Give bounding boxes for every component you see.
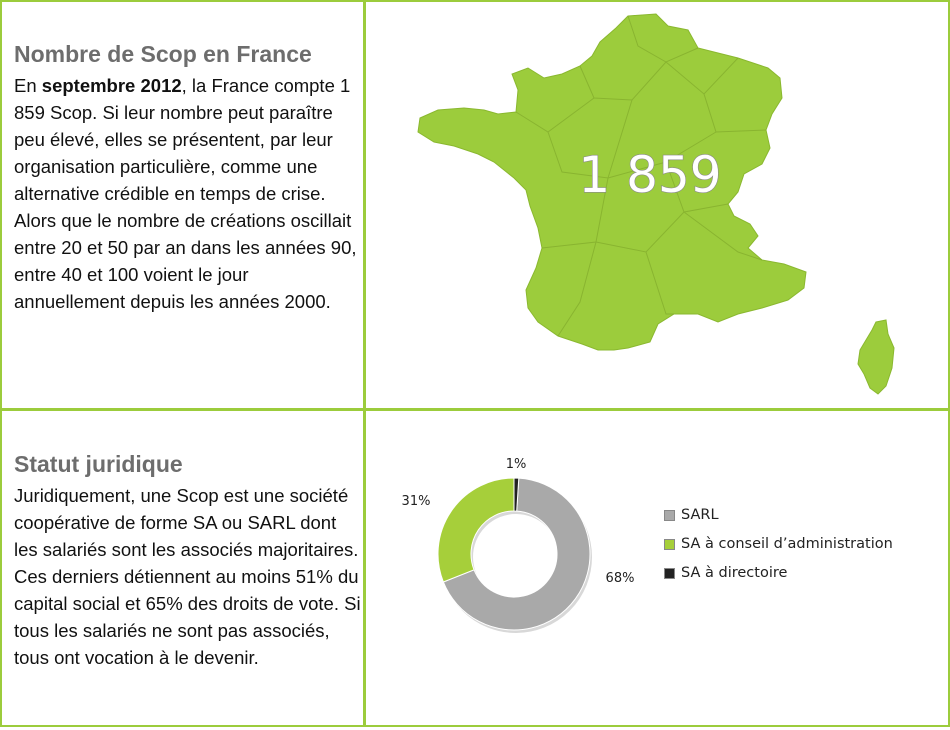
region-border-6 xyxy=(547,99,633,179)
slice-sarl xyxy=(442,477,591,631)
scop-count-paragraph-2: Alors que le nombre de créations oscilla… xyxy=(14,210,357,312)
france-map-svg: 1 859 xyxy=(417,13,895,395)
scop-count-heading: Nombre de Scop en France xyxy=(14,41,312,67)
slice-sa-conseil xyxy=(437,477,515,583)
label-sa-conseil-value: 31% xyxy=(402,494,431,509)
middle-border xyxy=(0,408,950,411)
legend-swatch xyxy=(664,538,675,550)
legend-item-sarl: SARL xyxy=(664,507,893,523)
para1-rest: , la France compte 1 859 Scop. Si leur n… xyxy=(14,75,351,204)
slice-sa-directoire xyxy=(513,477,520,512)
region-border-11 xyxy=(645,251,674,315)
para1-bold-date: septembre 2012 xyxy=(41,75,182,96)
donut-chart-svg: 68% 31% 1% xyxy=(402,457,635,633)
legend-label: SARL xyxy=(681,507,719,523)
legal-status-text: Statut juridique Juridiquement, une Scop… xyxy=(14,450,364,671)
legal-status-paragraph-2: Ces derniers détiennent au moins 51% du … xyxy=(14,566,361,668)
region-border-2 xyxy=(579,61,667,101)
legal-status-paragraph-1: Juridiquement, une Scop est une société … xyxy=(14,485,359,560)
label-sarl-value: 68% xyxy=(606,571,635,586)
center-border xyxy=(363,0,366,727)
legend-swatch xyxy=(664,567,675,579)
para1-start: En xyxy=(14,75,42,96)
legend-label: SA à conseil d’administration xyxy=(681,536,893,552)
legend-label: SA à directoire xyxy=(681,565,788,581)
chart-legend: SARL SA à conseil d’administration SA à di… xyxy=(664,507,893,594)
legend-item-sa-conseil: SA à conseil d’administration xyxy=(664,536,893,552)
france-mainland-shape xyxy=(417,13,807,351)
france-map: 1 859 xyxy=(366,2,948,408)
region-border-12 xyxy=(557,241,597,337)
region-borders xyxy=(515,15,767,337)
right-border xyxy=(948,0,950,727)
legend-swatch xyxy=(664,509,675,521)
corsica-shape xyxy=(857,319,895,395)
legend-item-sa-directoire: SA à directoire xyxy=(664,565,893,581)
legal-status-chart: 68% 31% 1% SARL SA à conseil d’administrati… xyxy=(366,412,948,725)
map-scop-count: 1 859 xyxy=(578,146,721,204)
top-border xyxy=(0,0,950,2)
region-border-1 xyxy=(627,15,699,63)
scop-count-text: Nombre de Scop en France En septembre 20… xyxy=(14,40,364,315)
bottom-border xyxy=(0,725,950,727)
scop-count-paragraph-1: En septembre 2012, la France compte 1 85… xyxy=(14,72,364,207)
left-border xyxy=(0,0,2,727)
legal-status-heading: Statut juridique xyxy=(14,451,183,477)
label-sa-directoire-value: 1% xyxy=(506,457,527,472)
region-border-13 xyxy=(683,211,763,261)
